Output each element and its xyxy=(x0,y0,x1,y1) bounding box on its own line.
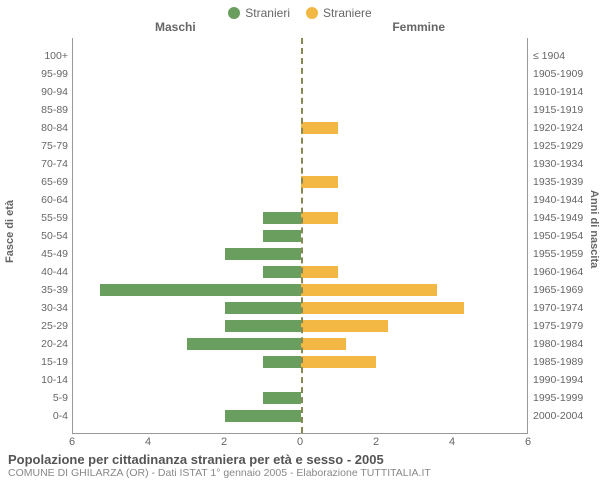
birth-year-label: 1925-1929 xyxy=(528,137,590,155)
age-label: 75-79 xyxy=(13,137,73,155)
x-axis-ticks: 6 4 2 0 2 4 6 xyxy=(72,434,528,450)
age-label: 60-64 xyxy=(13,191,73,209)
bar-female xyxy=(301,338,347,351)
bar-female xyxy=(301,212,339,225)
bar-male xyxy=(100,284,301,297)
age-label: 65-69 xyxy=(13,173,73,191)
chart-footer: Popolazione per cittadinanza straniera p… xyxy=(0,450,600,479)
birth-year-label: 2000-2004 xyxy=(528,407,590,425)
bar-female xyxy=(301,284,438,297)
bar-male xyxy=(263,356,301,369)
age-label: 25-29 xyxy=(13,317,73,335)
birth-year-label: 1920-1924 xyxy=(528,119,590,137)
age-label: 40-44 xyxy=(13,263,73,281)
birth-year-label: 1910-1914 xyxy=(528,83,590,101)
bar-female xyxy=(301,356,377,369)
birth-year-label: 1950-1954 xyxy=(528,227,590,245)
x-tick: 4 xyxy=(449,436,455,448)
birth-year-label: 1945-1949 xyxy=(528,209,590,227)
footer-title: Popolazione per cittadinanza straniera p… xyxy=(8,452,592,467)
birth-year-label: 1955-1959 xyxy=(528,245,590,263)
legend-item-straniere: Straniere xyxy=(306,6,372,20)
header-femmine: Femmine xyxy=(392,20,445,34)
bar-female xyxy=(301,122,339,135)
age-label: 45-49 xyxy=(13,245,73,263)
plot-area: 100+≤ 190495-991905-190990-941910-191485… xyxy=(72,38,528,434)
age-label: 5-9 xyxy=(13,389,73,407)
bar-male xyxy=(263,266,301,279)
x-tick: 4 xyxy=(145,436,151,448)
legend-label: Stranieri xyxy=(245,6,290,20)
bar-male xyxy=(225,248,301,261)
age-label: 15-19 xyxy=(13,353,73,371)
footer-subtitle: COMUNE DI GHILARZA (OR) - Dati ISTAT 1° … xyxy=(8,467,592,479)
x-tick: 2 xyxy=(373,436,379,448)
legend-swatch-icon xyxy=(228,7,240,19)
legend-label: Straniere xyxy=(323,6,372,20)
bar-male xyxy=(225,320,301,333)
age-label: 35-39 xyxy=(13,281,73,299)
bar-male xyxy=(225,410,301,423)
age-label: 80-84 xyxy=(13,119,73,137)
x-tick: 6 xyxy=(525,436,531,448)
age-label: 70-74 xyxy=(13,155,73,173)
bar-male xyxy=(263,230,301,243)
birth-year-label: 1940-1944 xyxy=(528,191,590,209)
x-tick: 2 xyxy=(221,436,227,448)
age-label: 50-54 xyxy=(13,227,73,245)
birth-year-label: ≤ 1904 xyxy=(528,47,590,65)
bar-male xyxy=(263,212,301,225)
bar-male xyxy=(263,392,301,405)
legend: Stranieri Straniere xyxy=(0,0,600,20)
age-label: 55-59 xyxy=(13,209,73,227)
birth-year-label: 1970-1974 xyxy=(528,299,590,317)
bar-female xyxy=(301,320,388,333)
bar-female xyxy=(301,302,464,315)
age-label: 90-94 xyxy=(13,83,73,101)
age-label: 30-34 xyxy=(13,299,73,317)
birth-year-label: 1995-1999 xyxy=(528,389,590,407)
age-label: 100+ xyxy=(13,47,73,65)
x-tick: 6 xyxy=(69,436,75,448)
birth-year-label: 1935-1939 xyxy=(528,173,590,191)
legend-item-stranieri: Stranieri xyxy=(228,6,290,20)
bar-male xyxy=(187,338,301,351)
x-tick: 0 xyxy=(297,436,303,448)
column-headers: Maschi Femmine xyxy=(0,20,600,38)
birth-year-label: 1960-1964 xyxy=(528,263,590,281)
birth-year-label: 1975-1979 xyxy=(528,317,590,335)
center-divider xyxy=(301,38,303,433)
pyramid-chart: Stranieri Straniere Maschi Femmine Fasce… xyxy=(0,0,600,500)
legend-swatch-icon xyxy=(306,7,318,19)
age-label: 95-99 xyxy=(13,65,73,83)
birth-year-label: 1930-1934 xyxy=(528,155,590,173)
header-maschi: Maschi xyxy=(155,20,196,34)
age-label: 10-14 xyxy=(13,371,73,389)
age-label: 0-4 xyxy=(13,407,73,425)
birth-year-label: 1965-1969 xyxy=(528,281,590,299)
birth-year-label: 1985-1989 xyxy=(528,353,590,371)
birth-year-label: 1905-1909 xyxy=(528,65,590,83)
birth-year-label: 1980-1984 xyxy=(528,335,590,353)
birth-year-label: 1915-1919 xyxy=(528,101,590,119)
age-label: 85-89 xyxy=(13,101,73,119)
birth-year-label: 1990-1994 xyxy=(528,371,590,389)
bar-male xyxy=(225,302,301,315)
bar-female xyxy=(301,266,339,279)
bar-female xyxy=(301,176,339,189)
age-label: 20-24 xyxy=(13,335,73,353)
